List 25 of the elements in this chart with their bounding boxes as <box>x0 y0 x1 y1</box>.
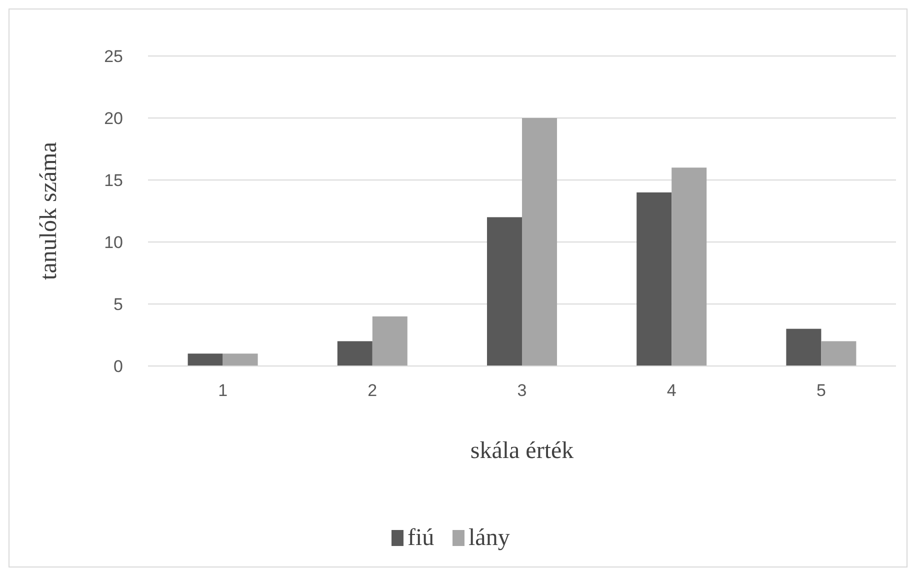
x-tick-label: 3 <box>517 381 527 400</box>
x-tick-label: 4 <box>666 381 676 400</box>
legend-label: lány <box>468 525 510 551</box>
bar <box>337 341 372 366</box>
x-tick-label: 2 <box>368 381 378 400</box>
bar <box>372 316 408 366</box>
bar <box>786 328 822 366</box>
bar <box>188 354 223 366</box>
bar <box>222 354 258 366</box>
bar <box>522 118 557 366</box>
x-tick-label: 5 <box>816 381 826 400</box>
y-tick-label: 5 <box>114 294 123 314</box>
x-axis-title: skála érték <box>470 438 574 464</box>
bar <box>821 341 856 366</box>
legend-label: fiú <box>408 525 434 551</box>
y-tick-label: 20 <box>104 108 123 128</box>
y-tick-label: 0 <box>114 356 123 376</box>
y-tick-label: 25 <box>104 46 123 66</box>
bar <box>672 168 707 366</box>
x-tick-label: 1 <box>218 381 228 400</box>
bar <box>636 192 672 366</box>
y-axis-title: tanulók száma <box>36 142 62 280</box>
y-tick-label: 15 <box>104 170 123 190</box>
bar <box>487 217 522 366</box>
y-tick-label: 10 <box>104 232 123 252</box>
